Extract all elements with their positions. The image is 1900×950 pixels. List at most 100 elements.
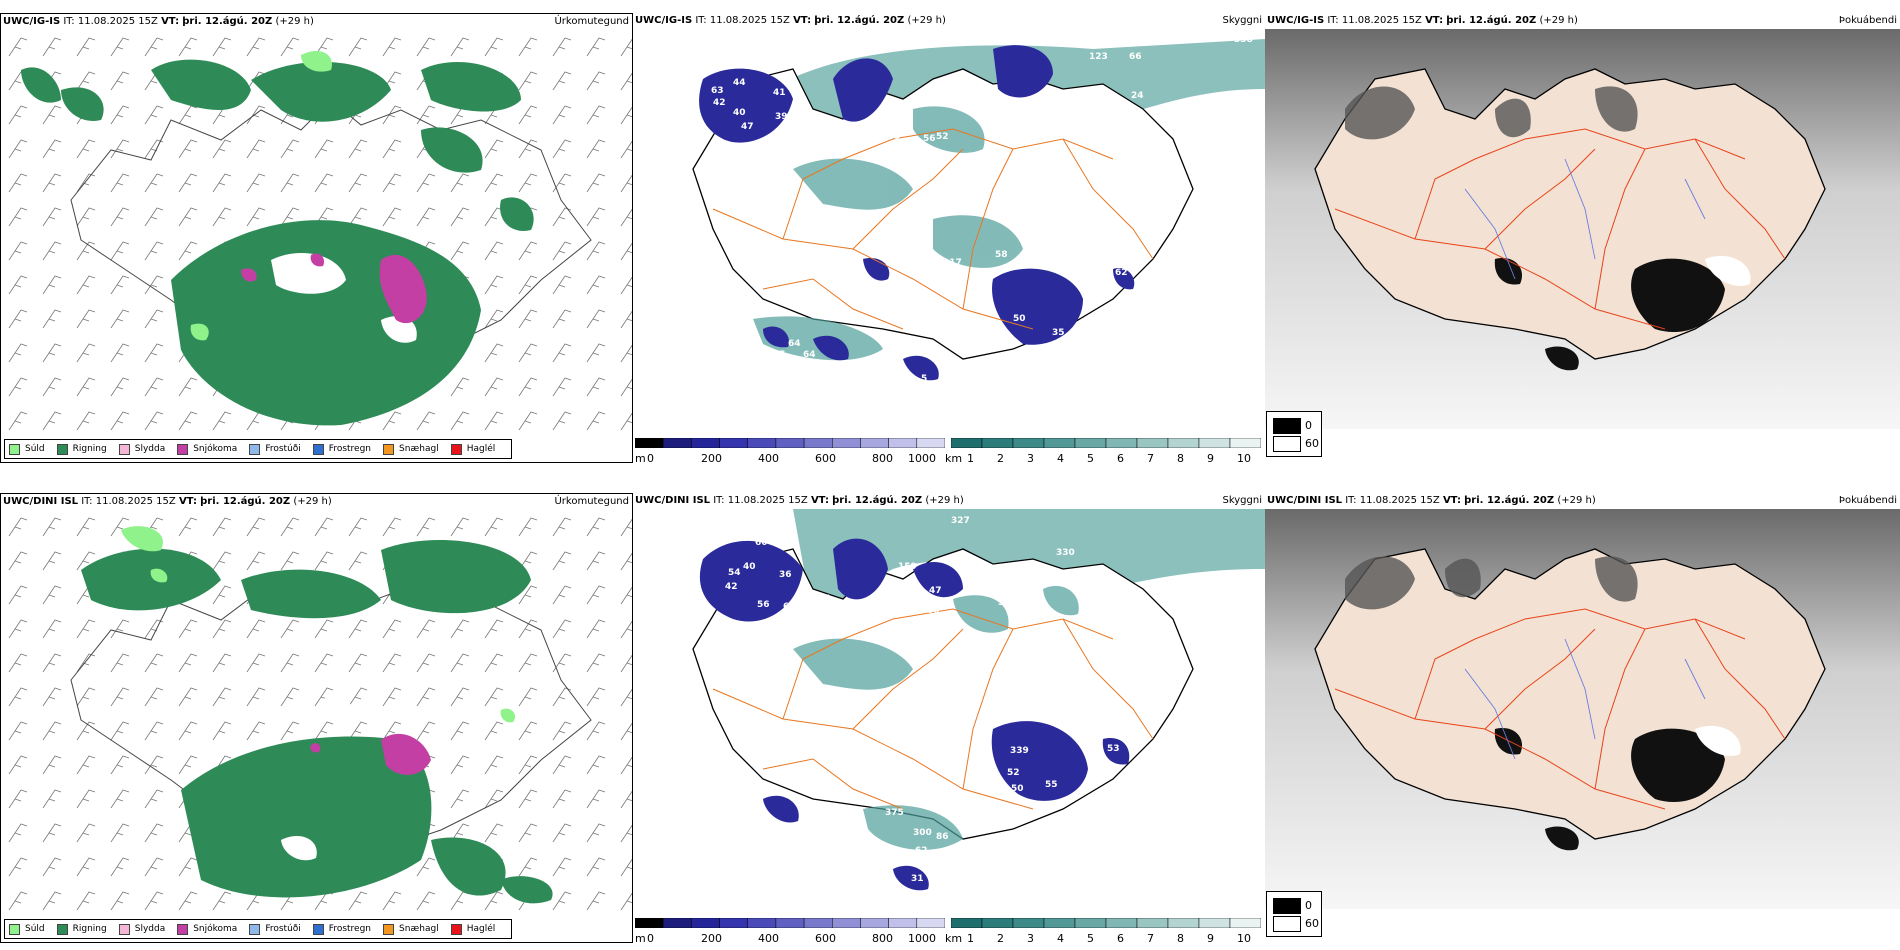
- colorbar-swatch: [1167, 438, 1200, 448]
- colorbar-unit: km: [945, 452, 963, 463]
- colorbar-tick: 800: [872, 452, 893, 463]
- colorbar-swatch: [1012, 438, 1045, 448]
- precip-map: [1, 510, 632, 920]
- fog-scale-swatch-white: [1273, 916, 1301, 932]
- cloud-label: 56: [923, 134, 936, 144]
- colorbar-swatch: [1105, 438, 1138, 448]
- colorbar-tick: 7: [1147, 452, 1154, 463]
- precip-legend: Súld Rigning Slydda Snjókoma Frostúði Fr…: [4, 919, 513, 939]
- model-name: UWC/IG-IS: [1267, 15, 1325, 26]
- colorbar-swatch: [1229, 918, 1261, 928]
- cloud-base-colorbar: m 0 200 400 600 800 1000: [635, 438, 945, 463]
- colorbar-tick: 1: [967, 452, 974, 463]
- visibility-colorbar: km 1 2 3 4 5 6 7 8 9 10: [945, 918, 1263, 943]
- cloud-label: 195: [893, 378, 912, 388]
- panel-title: Úrkomutegund: [554, 16, 629, 27]
- colorbar-tick: 5: [1087, 452, 1094, 463]
- vt-label: VT:: [810, 495, 829, 506]
- lead-time: (+29 h): [907, 15, 946, 26]
- precip-legend: Súld Rigning Slydda Snjókoma Frostúði Fr…: [4, 439, 513, 459]
- cloud-label: 123: [1089, 52, 1108, 62]
- legend-item: Haglél: [450, 443, 495, 455]
- cloud-label: 62: [1115, 268, 1128, 278]
- cloud-label: 44: [733, 78, 746, 88]
- cloud-label: 42: [725, 582, 738, 592]
- cloud-label: 50: [1011, 784, 1024, 794]
- cloud-label: 375: [885, 808, 904, 818]
- panel-header: UWC/IG-IS IT: 11.08.2025 15Z VT: þri. 12…: [633, 13, 1265, 29]
- colorbar-swatch: [1167, 918, 1200, 928]
- colorbar-tick: 600: [815, 932, 836, 943]
- legend-item: Snæhagl: [383, 923, 439, 935]
- colorbar-tick: 5: [1087, 932, 1094, 943]
- colorbar-unit: m: [635, 932, 646, 943]
- colorbar-swatch: [719, 918, 748, 928]
- colorbar-swatch: [916, 918, 945, 928]
- cloud-label: 117: [943, 258, 962, 268]
- init-time: IT: 11.08.2025 15Z: [63, 16, 158, 27]
- cloud-label: 113: [1120, 35, 1139, 45]
- legend-item: Slydda: [118, 443, 165, 455]
- colorbar-swatch: [888, 918, 918, 928]
- colorbar-swatch: [1136, 438, 1169, 448]
- colorbar-swatch: [662, 438, 692, 448]
- cloud-base-labels: 60 40 54 36 42 56 65 34 48 62 159 54 47 …: [725, 516, 1128, 884]
- legend-item: Frostregn: [312, 443, 371, 455]
- cloud-label: 60: [755, 538, 768, 548]
- visibility-map: 52 44 63 41 39 31 40 47 42 107 72 59 79 …: [692, 35, 1265, 412]
- cloud-label: 52: [1007, 768, 1020, 778]
- cloud-label: 50: [1013, 314, 1026, 324]
- fog-scale: 0 60: [1266, 891, 1322, 937]
- colorbar-swatch: [635, 438, 664, 448]
- cloud-label: 109: [876, 734, 895, 744]
- legend-item: Rigning: [56, 923, 107, 935]
- colorbar-tick: 200: [701, 932, 722, 943]
- colorbar-swatch: [888, 438, 918, 448]
- cloud-label: 59: [935, 90, 948, 100]
- init-time: IT: 11.08.2025 15Z: [1345, 495, 1440, 506]
- colorbar-tick: 800: [872, 932, 893, 943]
- cloud-label: 5: [921, 374, 927, 384]
- legend-item: Frostúði: [249, 443, 301, 455]
- cloud-label: 24: [1131, 91, 1144, 101]
- legend-item: Snjókoma: [177, 923, 237, 935]
- colorbar-swatch: [916, 438, 945, 448]
- colorbar-tick: 3: [1027, 932, 1034, 943]
- cloud-label: 58: [941, 362, 954, 372]
- colorbar-swatch: [981, 918, 1014, 928]
- colorbar-unit: km: [945, 932, 963, 943]
- cloud-label: 72: [935, 698, 948, 708]
- colorbar-swatch: [803, 438, 833, 448]
- lead-time: (+29 h): [275, 16, 314, 27]
- colorbar-swatches: [635, 438, 945, 448]
- cloud-label: 31: [911, 874, 924, 884]
- fog-scale-swatch-black: [1273, 898, 1301, 914]
- panel-header: UWC/IG-IS IT: 11.08.2025 15Z VT: þri. 12…: [1265, 13, 1900, 29]
- colorbar-tick: 4: [1057, 452, 1064, 463]
- colorbar-unit: m: [635, 452, 646, 463]
- init-time: IT: 11.08.2025 15Z: [713, 495, 808, 506]
- colorbar-tick: 10: [1237, 932, 1251, 943]
- cloud-label: 24: [1057, 812, 1070, 822]
- panel-header: UWC/DINI ISL IT: 11.08.2025 15Z VT: þri.…: [633, 493, 1265, 509]
- panel-header: UWC/DINI ISL IT: 11.08.2025 15Z VT: þri.…: [1, 494, 632, 510]
- cloud-label: 79: [888, 132, 901, 142]
- model-name: UWC/DINI ISL: [1267, 495, 1343, 506]
- cloud-label: 72: [886, 102, 899, 112]
- colorbar-swatch: [1198, 918, 1231, 928]
- legend-item: Haglél: [450, 923, 495, 935]
- legend-item: Súld: [9, 923, 45, 935]
- panel-title: Skyggni: [1222, 495, 1262, 506]
- cloud-label: 40: [743, 562, 756, 572]
- cloud-label: 55: [1045, 780, 1058, 790]
- fog-panel-row2: UWC/DINI ISL IT: 11.08.2025 15Z VT: þri.…: [1265, 493, 1900, 943]
- colorbar-tick: 3: [1027, 452, 1034, 463]
- precip-map: [1, 30, 632, 440]
- colorbar-swatch: [1105, 918, 1138, 928]
- cloud-label: 48: [819, 616, 832, 626]
- cloud-label: 62: [915, 846, 928, 856]
- colorbar-tick: 400: [758, 452, 779, 463]
- colorbar-tick: 10: [1237, 452, 1251, 463]
- colorbar-tick: 2: [997, 452, 1004, 463]
- panel-header: UWC/DINI ISL IT: 11.08.2025 15Z VT: þri.…: [1265, 493, 1900, 509]
